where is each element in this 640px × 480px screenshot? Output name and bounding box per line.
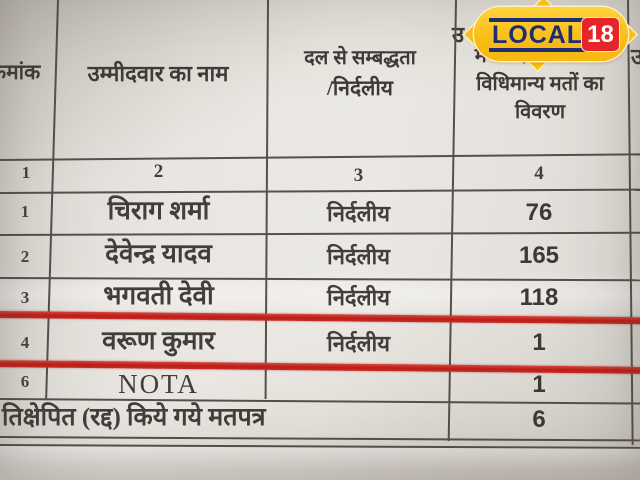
- local18-logo: LOCAL 18: [464, 0, 637, 71]
- column-number-3: 3: [353, 165, 364, 186]
- row3-candidate-name: भगवती देवी: [103, 281, 214, 310]
- table-hline-3: [0, 231, 640, 236]
- row4-votes: 1: [532, 329, 546, 356]
- logo-brand-text: LOCAL: [489, 18, 587, 53]
- row2-votes: 165: [518, 242, 560, 269]
- paper-bottom-area: [0, 446, 640, 480]
- row4-candidate-name: वरूण कुमार: [102, 326, 215, 355]
- row1-serial: 1: [20, 202, 30, 221]
- header-votes-line3: विधिमान्य मतों का: [476, 73, 604, 95]
- header-votes-line4: विवरण: [514, 101, 566, 123]
- row2-candidate-name: देवेन्द्र यादव: [105, 239, 212, 268]
- column-number-1: 1: [21, 163, 31, 182]
- header-party-affiliation-line2: /निर्दलीय: [327, 76, 393, 100]
- footer-rejected-ballots-label: तिक्षेपित (रद्द) किये गये मतपत्र: [2, 404, 266, 431]
- highlight-box-top-edge: [0, 311, 640, 325]
- header-serial-number: क्रमांक: [0, 60, 41, 84]
- header-next-column-fragment: उ: [631, 44, 640, 69]
- row4-serial: 4: [20, 333, 30, 352]
- header-party-affiliation-line1: दल से सम्बद्धता: [304, 47, 416, 69]
- row3-serial: 3: [20, 288, 30, 307]
- row5-candidate-name: NOTA: [118, 369, 199, 399]
- row1-candidate-name: चिराग शर्मा: [107, 196, 210, 225]
- table-hline-2: [0, 188, 640, 194]
- row4-party: निर्दलीय: [327, 331, 390, 356]
- footer-rejected-ballots-count: 6: [532, 406, 546, 433]
- row5-votes: 1: [532, 371, 546, 398]
- column-number-4: 4: [534, 163, 544, 184]
- table-hline-8: [0, 436, 640, 442]
- row3-party: निर्दलीय: [327, 285, 390, 310]
- column-number-2: 2: [153, 161, 164, 182]
- header-candidate-name: उम्मीदवार का नाम: [87, 61, 229, 86]
- row5-serial: 6: [20, 372, 30, 391]
- logo-number-badge: 18: [581, 17, 620, 52]
- row2-party: निर्दलीय: [327, 244, 390, 269]
- row3-votes: 118: [519, 284, 559, 311]
- row1-party: निर्दलीय: [327, 201, 390, 226]
- table-hline-1: [0, 153, 640, 161]
- row1-votes: 76: [525, 199, 553, 226]
- row2-serial: 2: [20, 247, 30, 266]
